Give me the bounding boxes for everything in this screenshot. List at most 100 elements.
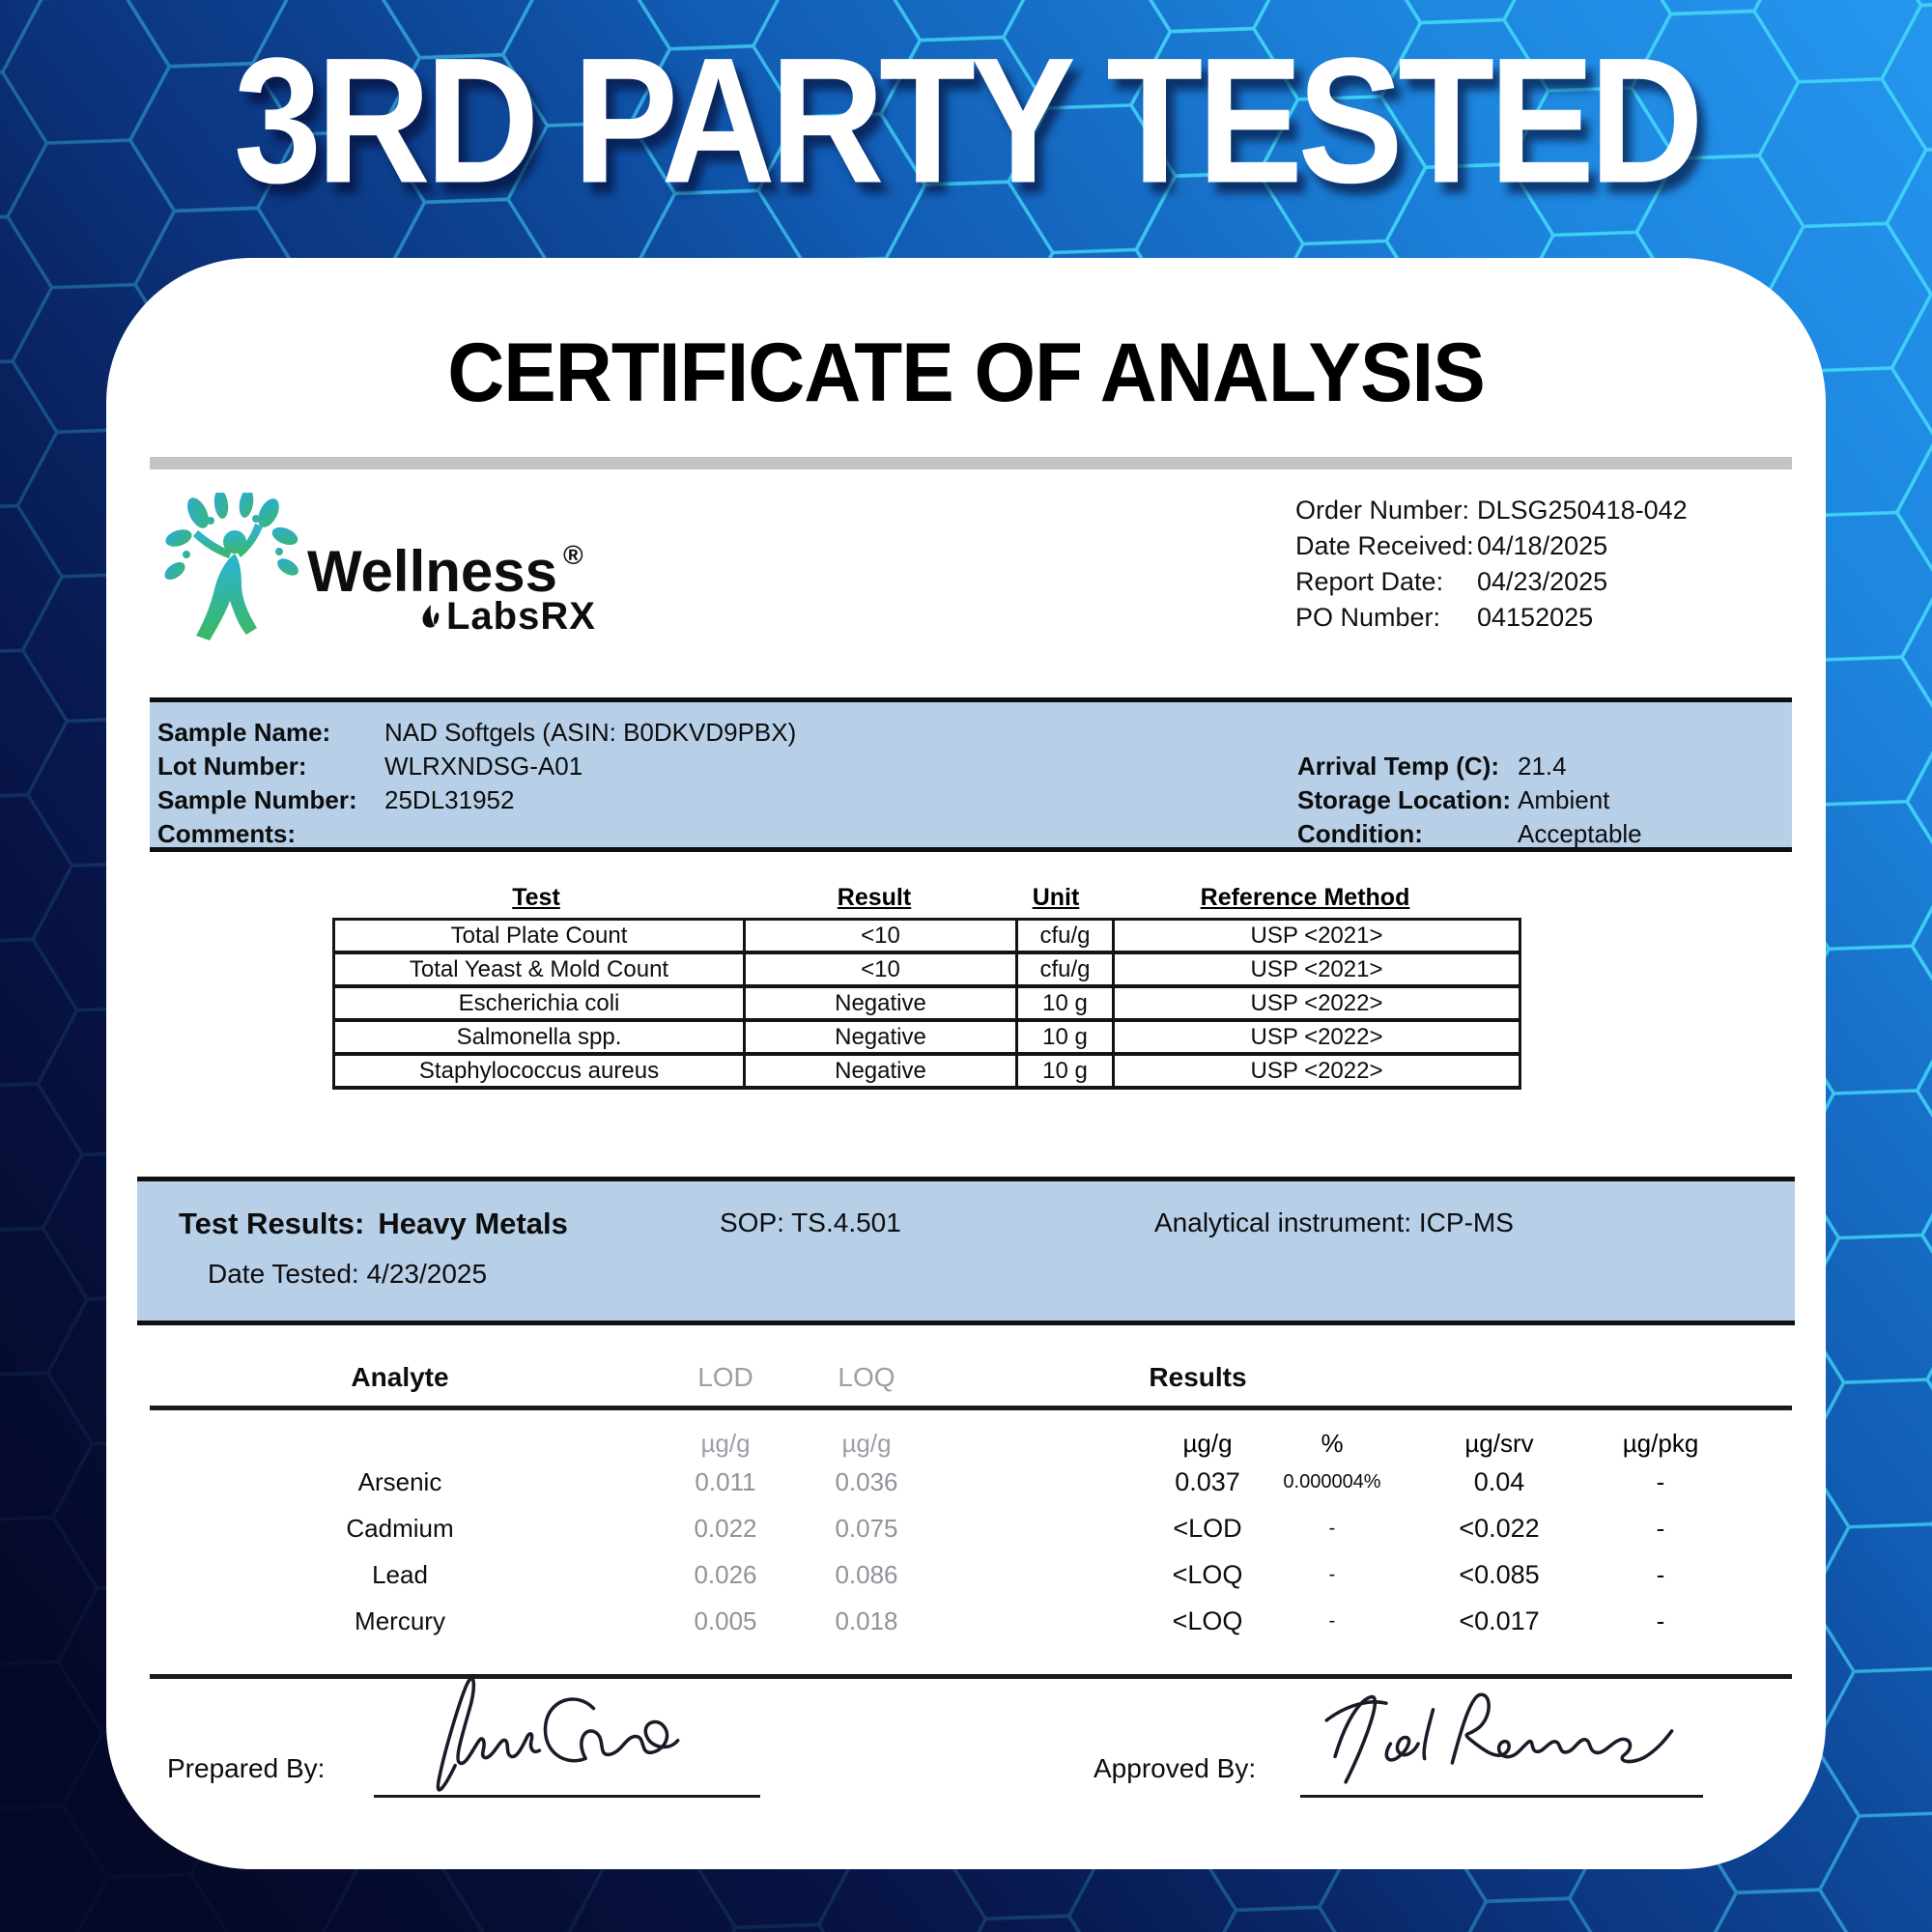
hm-srv: <0.017 bbox=[1459, 1606, 1540, 1635]
leaf-icon bbox=[422, 604, 440, 628]
hm-analyte: Cadmium bbox=[346, 1514, 454, 1543]
hm-loq: 0.018 bbox=[835, 1606, 898, 1635]
micro-cell-method: USP <2021> bbox=[1112, 951, 1521, 988]
date-tested-text: Date Tested: 4/23/2025 bbox=[208, 1259, 488, 1289]
hm-pct: - bbox=[1328, 1610, 1336, 1632]
sample-info-block: Sample Name: NAD Softgels (ASIN: B0DKVD9P… bbox=[150, 697, 1792, 852]
hm-pct: - bbox=[1328, 1518, 1336, 1539]
hm-lod: 0.005 bbox=[694, 1606, 757, 1635]
hm-res: <LOQ bbox=[1172, 1560, 1243, 1589]
hm-unit-pkg: µg/pkg bbox=[1622, 1429, 1699, 1458]
hm-pkg: - bbox=[1656, 1467, 1665, 1496]
lot-number-value: WLRXNDSG-A01 bbox=[384, 752, 583, 781]
micro-cell-unit: cfu/g bbox=[1015, 951, 1115, 988]
sample-number-row: Sample Number: 25DL31952 bbox=[157, 783, 796, 817]
micro-cell-method: USP <2022> bbox=[1112, 984, 1521, 1022]
report-date-value: 04/23/2025 bbox=[1477, 567, 1608, 596]
hm-pkg: - bbox=[1656, 1560, 1665, 1589]
arrival-temp-row: Arrival Temp (C): 21.4 bbox=[1297, 750, 1642, 783]
micro-cell-unit: 10 g bbox=[1015, 984, 1115, 1022]
order-number-value: DLSG250418-042 bbox=[1477, 496, 1688, 525]
test-results-label: Test Results: bbox=[179, 1207, 365, 1240]
table-row: Staphylococcus aureus Negative 10 g USP … bbox=[332, 1052, 1521, 1090]
po-number-label: PO Number: bbox=[1295, 603, 1441, 632]
approved-signature bbox=[1324, 1692, 1674, 1784]
lot-number-label: Lot Number: bbox=[157, 752, 307, 781]
arrival-temp-value: 21.4 bbox=[1518, 752, 1567, 781]
micro-cell-method: USP <2022> bbox=[1112, 1052, 1521, 1090]
heavy-metals-row-lead: Lead 0.026 0.086 <LOQ - <0.085 - bbox=[106, 1560, 1826, 1599]
hm-lod: 0.022 bbox=[694, 1514, 757, 1543]
hm-lod: 0.026 bbox=[694, 1560, 757, 1589]
micro-cell-unit: cfu/g bbox=[1015, 918, 1115, 954]
micro-cell-result: <10 bbox=[743, 918, 1018, 954]
heavy-metals-header-rule bbox=[150, 1406, 1792, 1410]
heavy-metals-row-mercury: Mercury 0.005 0.018 <LOQ - <0.017 - bbox=[106, 1606, 1826, 1645]
hm-loq: 0.075 bbox=[835, 1514, 898, 1543]
micro-cell-result: Negative bbox=[743, 1018, 1018, 1056]
wellness-logo-icon bbox=[164, 493, 298, 640]
hm-header-analyte: Analyte bbox=[351, 1362, 449, 1392]
hm-unit-res: µg/g bbox=[1182, 1429, 1233, 1458]
micro-header-method: Reference Method bbox=[1200, 884, 1410, 911]
banner-title: 3RD PARTY TESTED bbox=[233, 20, 1704, 220]
micro-cell-test: Salmonella spp. bbox=[332, 1018, 746, 1056]
table-row: Escherichia coli Negative 10 g USP <2022… bbox=[332, 984, 1521, 1022]
hm-srv: <0.022 bbox=[1459, 1514, 1540, 1543]
micro-cell-method: USP <2021> bbox=[1112, 918, 1521, 954]
table-row: Total Yeast & Mold Count <10 cfu/g USP <… bbox=[332, 951, 1521, 988]
hm-unit-loq: µg/g bbox=[841, 1429, 892, 1458]
logo-brand-text: Wellness bbox=[307, 539, 558, 604]
prepared-by-label: Prepared By: bbox=[167, 1753, 326, 1783]
hm-pct: 0.000004% bbox=[1283, 1471, 1381, 1492]
hm-pkg: - bbox=[1656, 1514, 1665, 1543]
micro-cell-result: Negative bbox=[743, 1052, 1018, 1090]
date-received-label: Date Received: bbox=[1295, 531, 1474, 560]
logo-sub: LabsRX bbox=[417, 595, 596, 639]
order-info: Order Number: DLSG250418-042 Date Receive… bbox=[1295, 493, 1688, 636]
micro-header-test: Test bbox=[512, 884, 560, 911]
heavy-metals-header-bar: Test Results: Heavy Metals SOP: TS.4.501 … bbox=[137, 1177, 1795, 1325]
heavy-metals-row-cadmium: Cadmium 0.022 0.075 <LOD - <0.022 - bbox=[106, 1514, 1826, 1552]
storage-location-value: Ambient bbox=[1518, 785, 1610, 814]
certificate-title: CERTIFICATE OF ANALYSIS bbox=[447, 327, 1486, 419]
hm-header-loq: LOQ bbox=[838, 1362, 895, 1392]
hm-header-lod: LOD bbox=[697, 1362, 753, 1392]
micro-table-headers: Test Result Unit Reference Method bbox=[106, 884, 1826, 915]
comments-label: Comments: bbox=[157, 819, 297, 848]
sample-name-value: NAD Softgels (ASIN: B0DKVD9PBX) bbox=[384, 718, 797, 747]
analytical-instrument-text: Analytical instrument: ICP-MS bbox=[1154, 1208, 1514, 1237]
storage-location-label: Storage Location: bbox=[1297, 785, 1512, 814]
test-results-subject: Heavy Metals bbox=[378, 1207, 568, 1240]
signature-divider-rule bbox=[150, 1674, 1792, 1679]
condition-value: Acceptable bbox=[1518, 819, 1642, 848]
prepared-signature-line bbox=[374, 1795, 760, 1798]
sample-number-value: 25DL31952 bbox=[384, 785, 515, 814]
hm-header-results: Results bbox=[1149, 1362, 1247, 1392]
table-row: Salmonella spp. Negative 10 g USP <2022> bbox=[332, 1018, 1521, 1056]
micro-cell-result: <10 bbox=[743, 951, 1018, 988]
micro-cell-test: Total Plate Count bbox=[332, 918, 746, 954]
micro-cell-method: USP <2022> bbox=[1112, 1018, 1521, 1056]
hm-unit-srv: µg/srv bbox=[1464, 1429, 1534, 1458]
order-number-label: Order Number: bbox=[1295, 496, 1470, 525]
hm-unit-lod: µg/g bbox=[700, 1429, 751, 1458]
micro-cell-unit: 10 g bbox=[1015, 1018, 1115, 1056]
micro-table: Total Plate Count <10 cfu/g USP <2021> T… bbox=[332, 918, 1521, 1090]
micro-cell-result: Negative bbox=[743, 984, 1018, 1022]
date-received-row: Date Received: 04/18/2025 bbox=[1295, 528, 1688, 564]
sample-name-row: Sample Name: NAD Softgels (ASIN: B0DKVD9P… bbox=[157, 716, 796, 750]
approved-signature-line bbox=[1300, 1795, 1703, 1798]
hm-loq: 0.086 bbox=[835, 1560, 898, 1589]
micro-header-unit: Unit bbox=[1032, 884, 1080, 911]
hm-res: <LOD bbox=[1173, 1514, 1242, 1543]
sample-name-label: Sample Name: bbox=[157, 718, 331, 747]
hm-pkg: - bbox=[1656, 1606, 1665, 1635]
prepared-signature bbox=[436, 1677, 680, 1792]
hm-srv: <0.085 bbox=[1459, 1560, 1540, 1589]
storage-location-row: Storage Location: Ambient bbox=[1297, 783, 1642, 817]
sample-info-left: Sample Name: NAD Softgels (ASIN: B0DKVD9P… bbox=[157, 716, 796, 851]
hm-unit-pct: % bbox=[1321, 1429, 1344, 1458]
date-received-value: 04/18/2025 bbox=[1477, 531, 1608, 560]
comments-row: Comments: bbox=[157, 817, 796, 851]
